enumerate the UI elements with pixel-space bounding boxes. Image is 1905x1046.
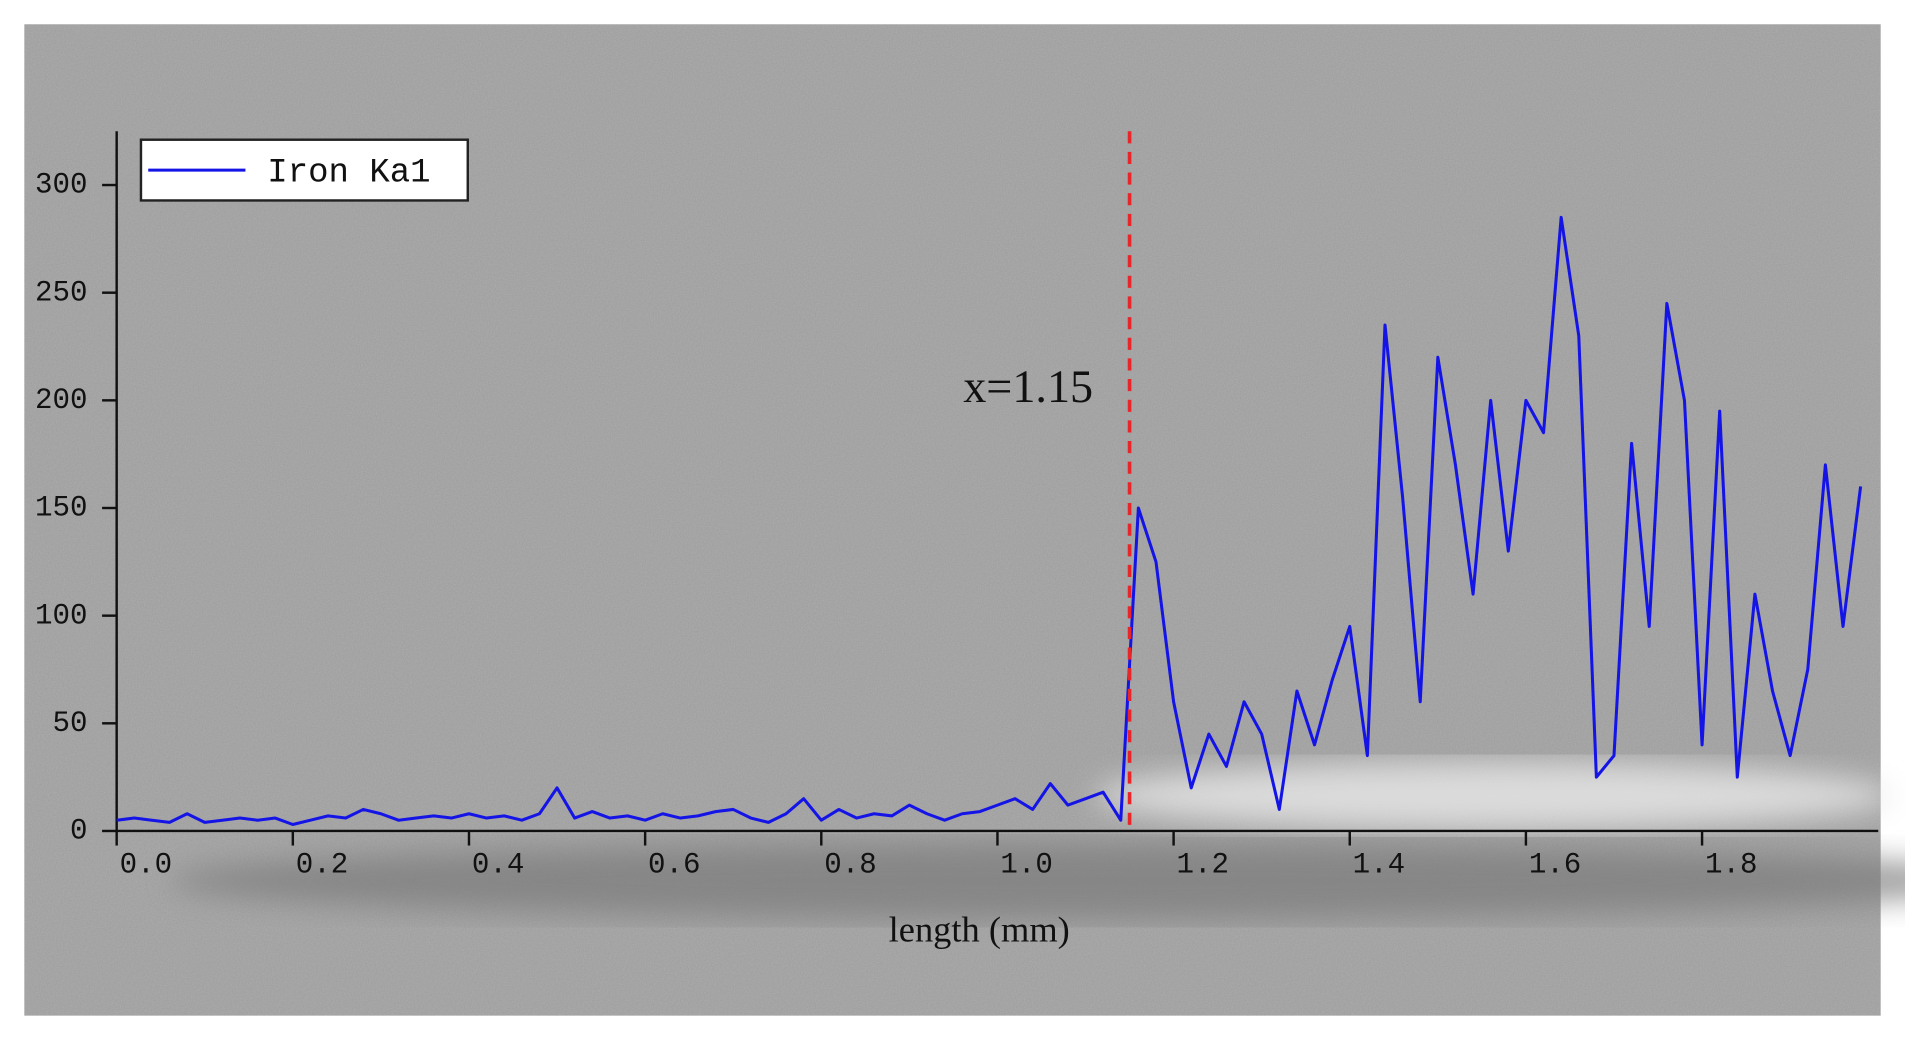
y-tick-label: 200 [35,384,87,417]
legend-label: Iron Ka1 [267,154,430,192]
y-tick-label: 150 [35,492,87,525]
x-tick-label: 0.8 [824,849,876,882]
y-tick-label: 250 [35,276,87,309]
y-tick-label: 300 [35,169,87,202]
x-tick-label: 0.0 [120,849,172,882]
x-tick-label: 1.2 [1177,849,1229,882]
x-tick-label: 1.0 [1000,849,1052,882]
x-tick-label: 0.4 [472,849,524,882]
annotation-label: x=1.15 [963,361,1093,412]
y-tick-label: 0 [70,815,88,848]
plot-area: 0 50 100 150 200 250 300 0.0 0.2 0.4 0.6 0.8 1.0 1.2 1… [35,131,1879,882]
x-tick-label: 1.8 [1705,849,1757,882]
y-tick-label: 50 [53,707,88,740]
y-tick-label: 100 [35,599,87,632]
x-tick-label: 1.4 [1353,849,1405,882]
legend: Iron Ka1 [139,138,469,202]
x-axis-label: length (mm) [889,909,1070,949]
x-tick-label: 1.6 [1529,849,1581,882]
x-tick-label: 0.6 [648,849,700,882]
data-line [116,215,1863,827]
x-tick-label: 0.2 [296,849,348,882]
